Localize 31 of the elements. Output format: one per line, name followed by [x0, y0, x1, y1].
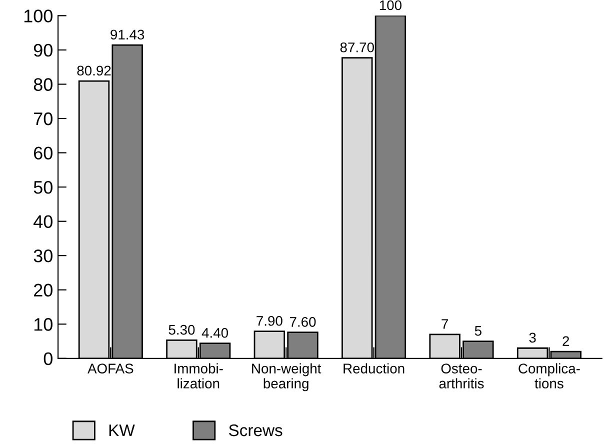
x-tick-label: Complica- tions: [518, 363, 580, 388]
y-tick-label: 90: [34, 44, 52, 57]
x-tick-label: Osteo- arthritis: [439, 364, 484, 388]
x-tick-label: Reduction: [344, 363, 404, 374]
y-tick-label: 0: [44, 352, 52, 366]
x-tick-label: AOFAS: [88, 364, 134, 374]
y-tick-label: 80: [34, 78, 52, 91]
y-tick-label: 40: [34, 215, 52, 228]
data-label: 4.40: [202, 328, 228, 338]
data-label: 7: [442, 319, 448, 329]
y-tick-label: 20: [34, 284, 52, 297]
data-label: 80.92: [77, 66, 111, 76]
y-tick-label: 50: [34, 180, 52, 194]
y-tick-label: 70: [34, 112, 52, 126]
data-label: 91.43: [110, 30, 144, 40]
legend-label: KW: [109, 424, 135, 436]
data-label: 2: [562, 336, 570, 346]
data-label: 7.60: [290, 316, 316, 327]
data-label: 5.30: [168, 324, 195, 335]
legend-label: Screws: [228, 424, 282, 436]
y-tick-label: 10: [34, 318, 52, 331]
data-label: 100: [380, 0, 402, 10]
data-label: 3: [529, 332, 536, 343]
x-tick-label: Immobi- lization: [174, 363, 223, 388]
y-tick-label: 60: [34, 146, 52, 160]
y-tick-label: 100: [24, 10, 52, 22]
data-label: 7.90: [256, 316, 282, 326]
data-label: 87.70: [340, 42, 374, 52]
y-tick-label: 30: [34, 250, 52, 262]
x-tick-label: Non-weight bearing: [252, 363, 322, 392]
data-label: 5: [474, 326, 482, 336]
